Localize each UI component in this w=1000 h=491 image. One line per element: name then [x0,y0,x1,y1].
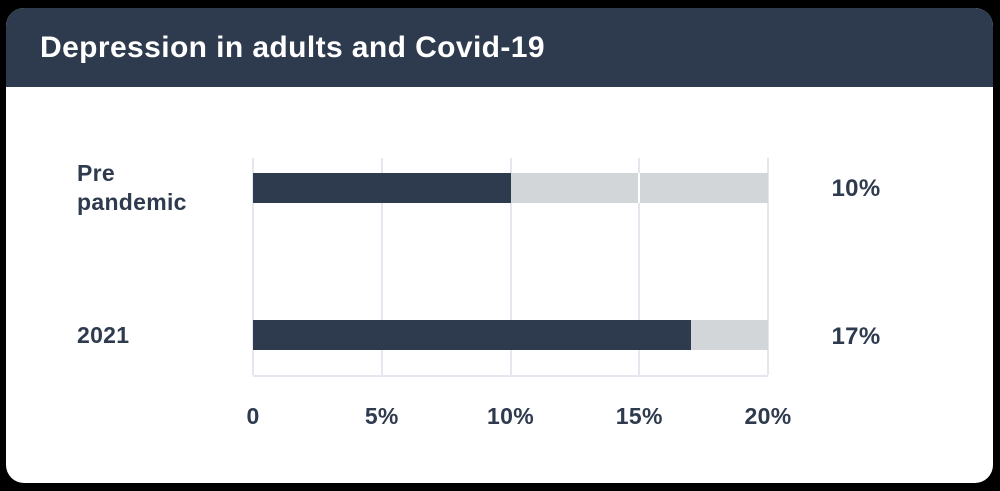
gridline-20 [767,158,769,375]
x-axis-tick-label: 10% [487,403,534,429]
card-header: Depression in adults and Covid-19 [6,8,993,87]
plot-area [252,158,769,377]
chart-title: Depression in adults and Covid-19 [40,30,545,64]
x-axis-tick-label: 15% [615,403,663,429]
bar-row-pre-pandemic [253,173,768,203]
category-label-2021: 2021 [77,321,130,348]
gridline-5 [380,158,383,375]
category-label-pre-pandemic: Pre pandemic [77,160,187,215]
bar-pre-pandemic [253,173,511,203]
gridline-10 [509,158,512,375]
track-gridline-tick [638,173,641,203]
value-label-pre-pandemic: 10% [831,175,881,202]
bar-2021 [253,320,691,350]
x-axis-tick-label: 20% [744,403,792,429]
bar-row-2021 [253,320,768,350]
gridline-15 [638,158,641,375]
chart-card: Depression in adults and Covid-19 Pre pa… [6,8,993,483]
gridline-0 [252,158,254,375]
x-axis-tick-label: 0 [246,403,260,429]
x-axis-tick-label: 5% [364,403,399,429]
value-label-2021: 17% [831,323,881,350]
